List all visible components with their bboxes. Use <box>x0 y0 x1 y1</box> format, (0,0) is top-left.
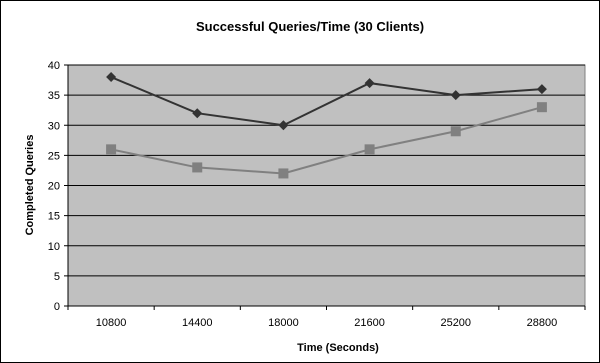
y-tick-label: 40 <box>48 60 60 72</box>
data-point-diamond <box>278 120 289 131</box>
x-tick-label: 14400 <box>182 317 213 329</box>
x-tick-label: 25200 <box>440 317 471 329</box>
data-point-diamond <box>450 90 461 101</box>
series-line <box>110 106 543 175</box>
data-point-diamond <box>536 84 547 95</box>
y-tick-label: 15 <box>48 211 60 223</box>
y-tick-label: 0 <box>54 301 60 313</box>
y-axis-ticks: 0 5 10 15 20 25 30 35 40 <box>48 60 68 313</box>
x-tick-label: 18000 <box>268 317 299 329</box>
y-tick-label: 30 <box>48 120 60 132</box>
x-tick-label: 28800 <box>527 317 558 329</box>
series-line <box>110 76 542 127</box>
data-point-square <box>364 144 375 155</box>
x-tick-label: 10800 <box>96 317 127 329</box>
y-tick-label: 35 <box>48 90 60 102</box>
x-axis-ticks: 10800 14400 18000 21600 25200 28800 <box>67 306 586 329</box>
data-point-square <box>450 126 461 137</box>
y-tick-label: 25 <box>48 150 60 162</box>
data-point-square <box>106 144 117 155</box>
grid-lines <box>68 64 585 277</box>
series-group <box>106 72 547 179</box>
data-point-diamond <box>364 78 375 89</box>
x-tick-label: 21600 <box>354 317 385 329</box>
data-point-square <box>192 162 203 173</box>
data-point-diamond <box>106 72 117 83</box>
data-point-square <box>278 168 289 179</box>
data-point-square <box>536 102 547 113</box>
y-tick-label: 20 <box>48 181 60 193</box>
chart-title: Successful Queries/Time (30 Clients) <box>196 19 424 34</box>
y-axis-title: Completed Queries <box>24 135 36 236</box>
x-axis-title: Time (Seconds) <box>297 342 379 354</box>
y-tick-label: 5 <box>54 271 60 283</box>
data-point-diamond <box>192 108 203 119</box>
y-tick-label: 10 <box>48 241 60 253</box>
